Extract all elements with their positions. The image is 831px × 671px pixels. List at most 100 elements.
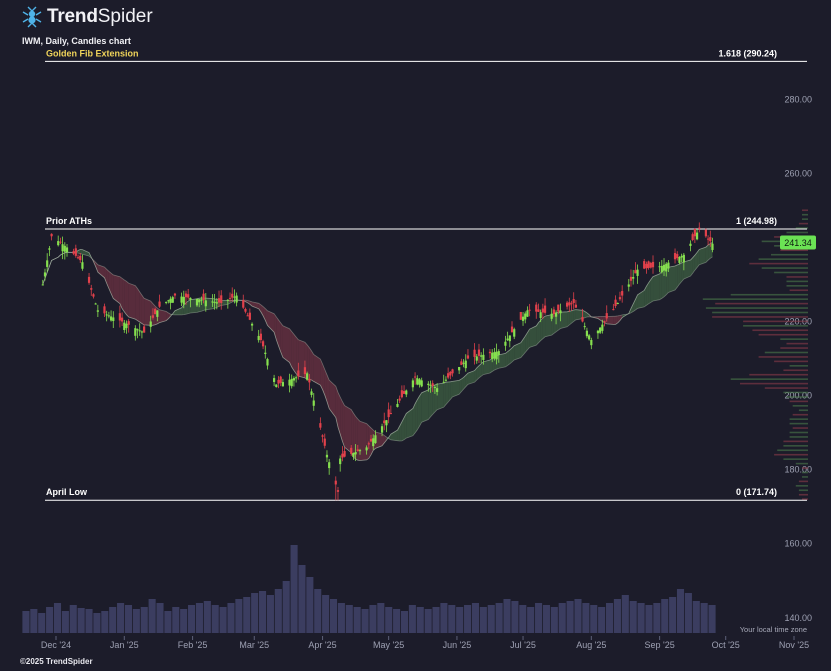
volume-bar <box>38 613 46 633</box>
ribbon-segment <box>602 316 605 323</box>
ribbon-segment <box>675 265 678 290</box>
ribbon-segment <box>355 416 358 461</box>
fib-level-name: Prior ATHs <box>46 216 92 226</box>
candle-body <box>306 373 309 380</box>
volume-profile-row <box>789 431 808 434</box>
volume-profile-row <box>789 436 808 438</box>
candle-body <box>543 305 547 313</box>
ribbon-fast-line <box>42 242 713 461</box>
volume-bar <box>448 605 456 633</box>
candle-body <box>198 299 201 303</box>
ribbon-segment <box>113 274 120 304</box>
ribbon-segment <box>545 314 552 337</box>
candle-body <box>195 298 199 306</box>
ribbon-segment <box>474 367 477 383</box>
fib-level-value: 1 (244.98) <box>736 216 777 226</box>
ribbon-segment <box>428 387 431 420</box>
candle-body <box>134 328 137 336</box>
candle-body <box>213 301 216 303</box>
volume-profile-row <box>758 356 808 358</box>
volume-bar <box>329 599 338 633</box>
volume-bar <box>322 595 330 633</box>
candle-body <box>72 251 75 254</box>
volume-bar <box>400 611 409 633</box>
volume-profile-row <box>786 280 808 283</box>
candle-body <box>50 233 53 237</box>
candle-body <box>667 262 670 269</box>
volume-profile-row <box>730 293 808 296</box>
y-tick-label: 260.00 <box>784 168 812 178</box>
candle-body <box>275 384 278 388</box>
x-tick-label: Aug '25 <box>576 640 606 650</box>
volume-bar <box>645 605 653 633</box>
candle-body <box>138 330 141 332</box>
candle-body <box>118 313 121 321</box>
candle-body <box>585 330 589 337</box>
volume-profile-row <box>798 222 808 225</box>
candle-body <box>506 338 509 341</box>
ribbon-segment <box>412 403 416 436</box>
volume-bar <box>30 609 38 633</box>
volume-bar <box>416 607 424 633</box>
candle-body <box>81 262 84 269</box>
ribbon-segment <box>375 432 383 449</box>
candle-body <box>709 237 712 242</box>
ribbon-segment <box>681 261 684 282</box>
volume-bar <box>258 591 267 633</box>
volume-profile-row <box>743 325 808 327</box>
volume-bar <box>172 607 180 633</box>
volume-bar <box>653 603 661 633</box>
volume-bar <box>574 599 582 633</box>
candle-body <box>215 302 218 304</box>
candle-body <box>528 309 531 311</box>
candle-body <box>521 316 525 321</box>
app-header: Trend Spider <box>20 4 153 30</box>
candle-body <box>387 409 390 418</box>
candle-body <box>554 312 558 317</box>
volume-profile-row <box>795 485 808 487</box>
ribbon-segment <box>648 279 651 304</box>
volume-bar <box>511 601 519 633</box>
candle-body <box>491 352 494 360</box>
candle-body <box>596 330 600 334</box>
volume-bar <box>188 605 196 633</box>
y-tick-label: 140.00 <box>784 613 812 623</box>
candle-body <box>211 301 214 303</box>
ribbon-segment <box>584 311 587 318</box>
volume-profile-row <box>802 209 808 212</box>
volume-bar <box>613 599 621 633</box>
candle-body <box>103 306 106 314</box>
candle-body <box>497 351 500 356</box>
candle-body <box>466 355 470 359</box>
candle-body <box>572 299 575 303</box>
ribbon-segment <box>214 298 217 309</box>
ribbon-segment <box>417 396 420 430</box>
volume-bar <box>684 593 692 633</box>
candle-body <box>244 308 247 312</box>
volume-profile-row <box>792 405 808 407</box>
volume-bar <box>85 609 93 633</box>
ribbon-segment <box>141 295 145 325</box>
candle-body <box>125 323 128 329</box>
volume-profile-row <box>702 298 808 300</box>
volume-bar <box>479 607 487 633</box>
candle-body <box>87 276 91 283</box>
volume-bar <box>700 603 708 633</box>
ribbon-segment <box>523 336 526 356</box>
ribbon-segment <box>505 351 508 367</box>
volume-bar <box>345 605 353 633</box>
candle-body <box>482 354 485 360</box>
volume-bar <box>156 603 164 633</box>
volume-profile-row <box>774 271 808 274</box>
candle-body <box>618 297 622 300</box>
ribbon-segment <box>443 382 446 408</box>
candle-body <box>599 327 602 333</box>
candles <box>41 222 714 501</box>
time-zone-label[interactable]: Your local time zone <box>739 625 807 634</box>
candle-body <box>61 244 64 252</box>
candle-body <box>226 299 229 301</box>
candle-body <box>524 313 527 320</box>
candle-body <box>632 277 635 279</box>
candle-body <box>568 302 571 306</box>
